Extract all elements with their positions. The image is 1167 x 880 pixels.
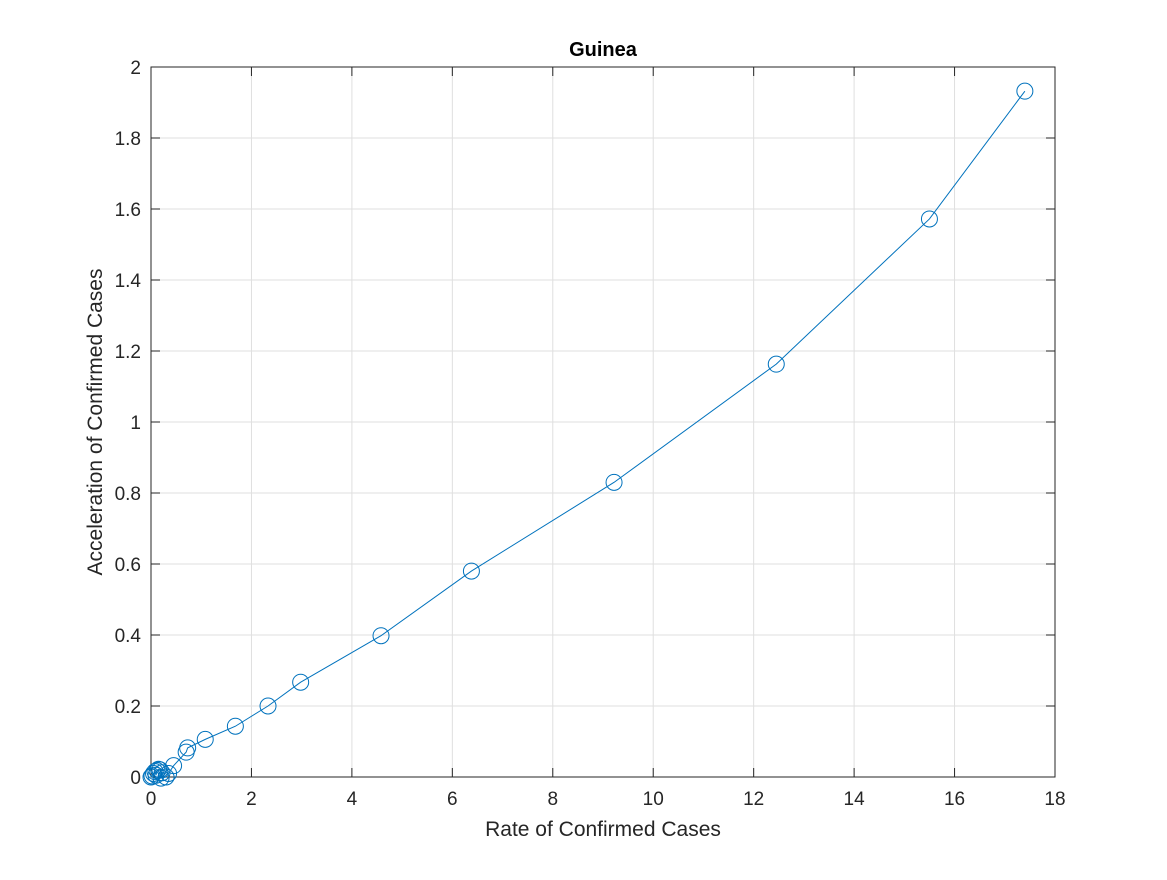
x-tick-label: 14: [844, 789, 866, 810]
y-tick-label: 1.8: [115, 129, 141, 150]
y-tick-label: 0.8: [115, 484, 141, 505]
x-tick-label: 18: [1044, 789, 1065, 810]
data-point-marker: [165, 757, 183, 775]
data-point-marker: [462, 562, 480, 580]
y-tick-label: 1.2: [115, 342, 141, 363]
y-tick-label: 0.4: [115, 626, 142, 647]
series-line: [150, 90, 1026, 779]
data-point-marker: [372, 627, 390, 645]
data-point-marker: [179, 739, 197, 757]
series-layer: [142, 82, 1034, 787]
data-point-marker: [259, 697, 277, 715]
y-axis-label: Acceleration of Confirmed Cases: [84, 269, 107, 576]
y-tick-label: 0: [130, 768, 141, 789]
x-tick-label: 6: [447, 789, 458, 810]
x-tick-label: 10: [643, 789, 664, 810]
data-point-marker: [1016, 82, 1034, 100]
data-point-marker: [226, 717, 244, 735]
y-tick-label: 1.6: [115, 200, 141, 221]
data-point-marker: [767, 355, 785, 373]
y-tick-label: 0.2: [115, 697, 141, 718]
x-axis-label: Rate of Confirmed Cases: [485, 818, 721, 841]
axis-ticks: 0 2 4 6 8 10 12 14 16 18 0 0.2 0.4 0.6 0.8 1 1.2 1.4 1.6 1.…: [115, 58, 1066, 810]
y-tick-label: 1.4: [115, 271, 142, 292]
x-tick-label: 4: [347, 789, 358, 810]
data-point-marker: [196, 730, 214, 748]
chart-title: Guinea: [569, 39, 638, 61]
x-tick-label: 8: [547, 789, 558, 810]
x-tick-label: 16: [944, 789, 965, 810]
grid-lines: [150, 66, 1056, 778]
data-point-marker: [605, 473, 623, 491]
x-tick-label: 12: [743, 789, 764, 810]
y-tick-label: 1: [130, 413, 141, 434]
x-tick-label: 0: [146, 789, 157, 810]
y-tick-label: 0.6: [115, 555, 141, 576]
data-point-marker: [920, 210, 938, 228]
data-point-marker: [151, 761, 169, 779]
x-tick-label: 2: [246, 789, 257, 810]
data-point-marker: [292, 673, 310, 691]
y-tick-label: 2: [130, 58, 141, 79]
